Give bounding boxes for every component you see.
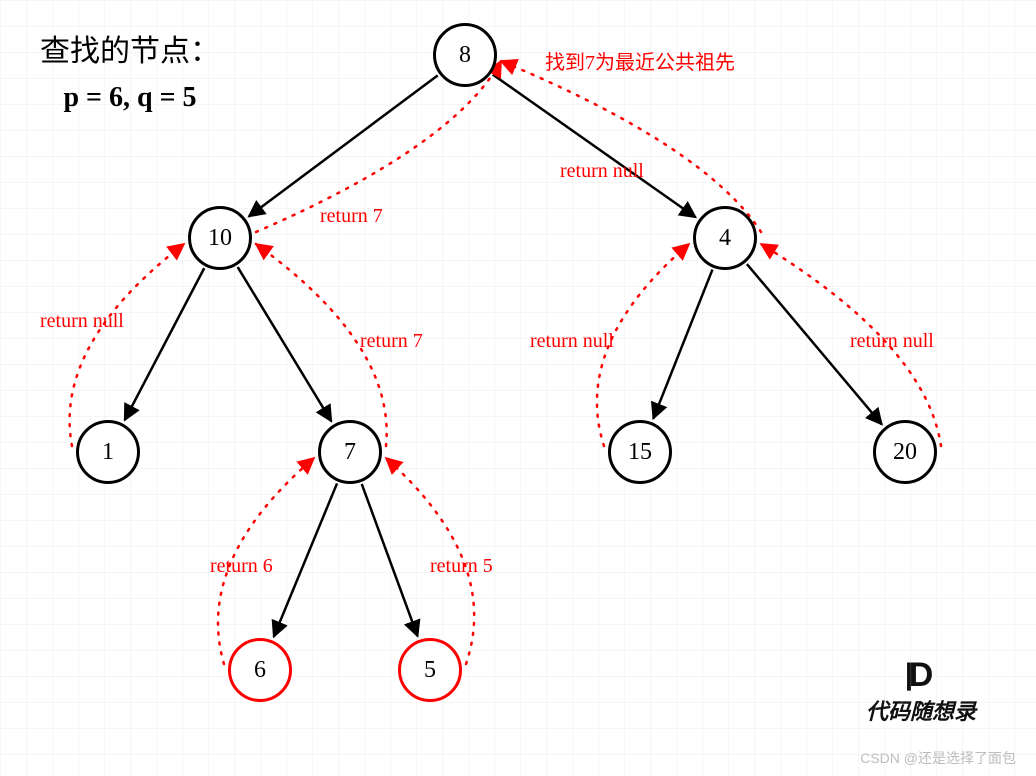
tree-node-6: 6 [228,638,292,702]
tree-node-1: 1 [76,420,140,484]
logo-caption: 代码随想录 [866,694,976,726]
tree-node-20: 20 [873,420,937,484]
watermark-text: CSDN @还是选择了面包 [860,748,1016,768]
tree-node-4: 4 [693,206,757,270]
return-null-label: return null [40,310,124,333]
return-null-label: return null [850,330,934,353]
return-null-label: return null [530,330,614,353]
title-line2: p = 6, q = 5 [40,76,220,121]
tree-node-15: 15 [608,420,672,484]
return-7-label: return 7 [360,330,423,353]
tree-node-5: 5 [398,638,462,702]
logo-mark: D [909,658,934,692]
return-5-label: return 5 [430,555,493,578]
tree-node-7: 7 [318,420,382,484]
tree-node-10: 10 [188,206,252,270]
return-7-label: return 7 [320,205,383,228]
title-line1: 查找的节点： [40,28,220,76]
return-6-label: return 6 [210,555,273,578]
diagram-canvas: { "type": "tree", "title": { "line1": "查… [0,0,1036,776]
return-null-label: return null [560,160,644,183]
title-block: 查找的节点： p = 6, q = 5 [40,28,220,121]
result-annotation: 找到7为最近公共祖先 [545,46,735,75]
logo-block: D 代码随想录 [866,658,976,726]
tree-node-8: 8 [433,23,497,87]
